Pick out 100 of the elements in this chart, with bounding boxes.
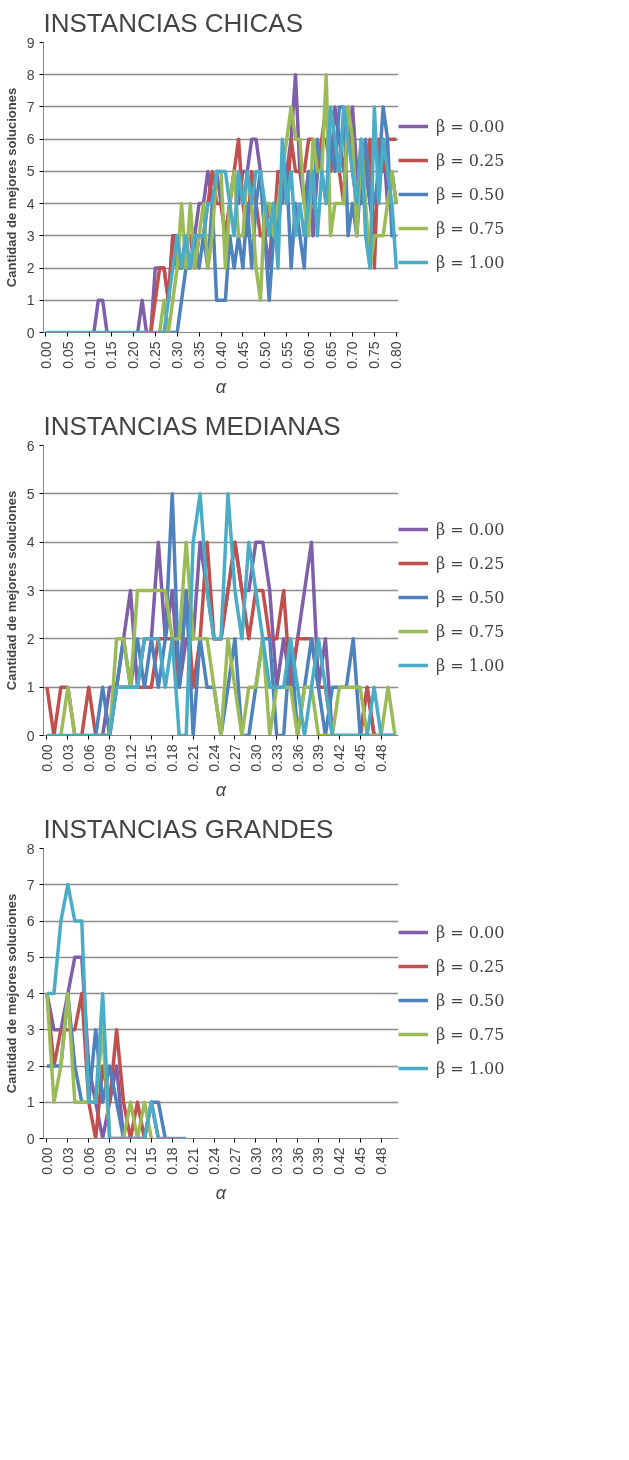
x-tick-label: 0.60 bbox=[300, 341, 317, 369]
x-tick-label: 0.36 bbox=[289, 744, 306, 772]
x-tick-label: 0.33 bbox=[268, 1147, 285, 1175]
y-tick-label: 5 bbox=[26, 949, 35, 966]
x-tick-label: 0.30 bbox=[247, 1147, 264, 1175]
y-axis-title: Cantidad de mejores soluciones bbox=[3, 893, 19, 1094]
y-tick-label: 0 bbox=[26, 1130, 35, 1147]
legend-label: β = 0.75 bbox=[436, 1024, 505, 1044]
x-tick-label: 0.00 bbox=[38, 744, 55, 772]
y-tick-label: 3 bbox=[26, 1021, 35, 1038]
x-tick-label: 0.75 bbox=[366, 341, 383, 369]
y-tick-label: 1 bbox=[26, 1094, 35, 1111]
chart-title: INSTANCIAS MEDIANAS bbox=[43, 410, 341, 441]
chart-title: INSTANCIAS CHICAS bbox=[43, 7, 304, 38]
x-tick-label: 0.21 bbox=[185, 1147, 202, 1175]
y-tick-label: 1 bbox=[26, 292, 35, 309]
y-tick-label: 2 bbox=[26, 260, 35, 277]
x-tick-label: 0.45 bbox=[234, 341, 251, 369]
x-tick-label: 0.06 bbox=[80, 1147, 97, 1175]
x-axis-title: α bbox=[215, 779, 227, 800]
x-tick-label: 0.09 bbox=[101, 1147, 118, 1175]
x-tick-label: 0.15 bbox=[103, 341, 120, 369]
y-tick-label: 0 bbox=[26, 727, 35, 744]
y-tick-label: 4 bbox=[26, 195, 35, 212]
x-tick-label: 0.10 bbox=[81, 341, 98, 369]
legend-label: β = 0.50 bbox=[436, 587, 505, 607]
x-tick-label: 0.24 bbox=[206, 744, 223, 772]
x-tick-label: 0.27 bbox=[226, 744, 243, 772]
x-tick-label: 0.48 bbox=[373, 1147, 390, 1175]
legend-label: β = 0.00 bbox=[436, 519, 505, 539]
y-tick-label: 6 bbox=[26, 913, 35, 929]
x-tick-label: 0.39 bbox=[310, 1147, 327, 1175]
y-tick-label: 6 bbox=[26, 131, 35, 148]
x-tick-label: 0.39 bbox=[310, 744, 327, 772]
legend-label: β = 0.75 bbox=[436, 218, 505, 238]
x-tick-label: 0.42 bbox=[331, 1147, 348, 1175]
x-tick-label: 0.00 bbox=[37, 341, 54, 369]
y-tick-label: 0 bbox=[26, 324, 35, 341]
y-tick-label: 7 bbox=[26, 98, 35, 115]
x-tick-label: 0.55 bbox=[278, 341, 295, 369]
legend-label: β = 0.75 bbox=[436, 621, 505, 641]
legend-label: β = 0.25 bbox=[436, 150, 505, 170]
x-tick-label: 0.03 bbox=[59, 1147, 76, 1175]
y-tick-label: 5 bbox=[26, 163, 35, 180]
y-tick-label: 4 bbox=[26, 985, 35, 1002]
legend-label: β = 1.00 bbox=[436, 655, 505, 675]
x-tick-label: 0.48 bbox=[373, 744, 390, 772]
y-tick-label: 5 bbox=[26, 485, 35, 502]
x-tick-label: 0.06 bbox=[80, 744, 97, 772]
x-tick-label: 0.35 bbox=[191, 341, 208, 369]
x-tick-label: 0.50 bbox=[256, 341, 273, 369]
x-tick-label: 0.09 bbox=[101, 744, 118, 772]
x-tick-label: 0.65 bbox=[322, 341, 339, 369]
y-tick-label: 2 bbox=[26, 1058, 35, 1074]
x-tick-label: 0.30 bbox=[169, 341, 186, 369]
legend-label: β = 0.50 bbox=[436, 990, 505, 1010]
y-tick-label: 7 bbox=[26, 876, 35, 893]
legend-label: β = 0.00 bbox=[436, 922, 505, 942]
line-series bbox=[45, 883, 188, 1139]
y-axis-title: Cantidad de mejores soluciones bbox=[3, 87, 19, 288]
y-tick-label: 4 bbox=[26, 534, 35, 551]
legend-label: β = 0.25 bbox=[436, 956, 505, 976]
legend-label: β = 1.00 bbox=[436, 252, 505, 272]
x-tick-label: 0.15 bbox=[143, 1147, 160, 1175]
y-tick-label: 6 bbox=[26, 437, 35, 454]
y-tick-label: 8 bbox=[26, 66, 35, 83]
x-tick-label: 0.03 bbox=[59, 744, 76, 772]
legend-label: β = 0.00 bbox=[436, 116, 505, 136]
x-tick-label: 0.45 bbox=[352, 744, 369, 772]
x-tick-label: 0.27 bbox=[226, 1147, 243, 1175]
x-tick-label: 0.33 bbox=[268, 744, 285, 772]
x-tick-label: 0.70 bbox=[344, 341, 361, 369]
x-tick-label: 0.45 bbox=[352, 1147, 369, 1175]
x-tick-label: 0.18 bbox=[164, 1147, 181, 1175]
x-axis-title: α bbox=[215, 376, 227, 397]
y-tick-label: 2 bbox=[26, 630, 35, 647]
x-tick-label: 0.42 bbox=[331, 744, 348, 772]
x-tick-label: 0.00 bbox=[38, 1147, 55, 1175]
x-tick-label: 0.12 bbox=[122, 744, 139, 772]
x-tick-label: 0.24 bbox=[206, 1147, 223, 1175]
x-axis-title: α bbox=[215, 1182, 227, 1203]
x-tick-label: 0.21 bbox=[185, 744, 202, 772]
x-tick-label: 0.15 bbox=[143, 744, 160, 772]
y-tick-label: 1 bbox=[26, 679, 35, 696]
x-tick-label: 0.18 bbox=[164, 744, 181, 772]
x-tick-label: 0.36 bbox=[289, 1147, 306, 1175]
x-tick-label: 0.20 bbox=[125, 341, 142, 369]
y-tick-label: 3 bbox=[26, 227, 35, 244]
x-tick-label: 0.40 bbox=[213, 341, 229, 369]
y-tick-label: 3 bbox=[26, 582, 35, 599]
legend-label: β = 1.00 bbox=[436, 1058, 505, 1078]
x-tick-label: 0.05 bbox=[59, 341, 76, 369]
x-tick-label: 0.80 bbox=[388, 341, 405, 369]
y-axis-title: Cantidad de mejores soluciones bbox=[3, 490, 19, 691]
y-tick-label: 8 bbox=[26, 840, 35, 857]
chart-title: INSTANCIAS GRANDES bbox=[43, 813, 334, 844]
x-tick-label: 0.25 bbox=[147, 341, 164, 369]
y-tick-label: 9 bbox=[26, 34, 35, 51]
x-tick-label: 0.12 bbox=[122, 1147, 139, 1175]
x-tick-label: 0.30 bbox=[247, 744, 264, 772]
